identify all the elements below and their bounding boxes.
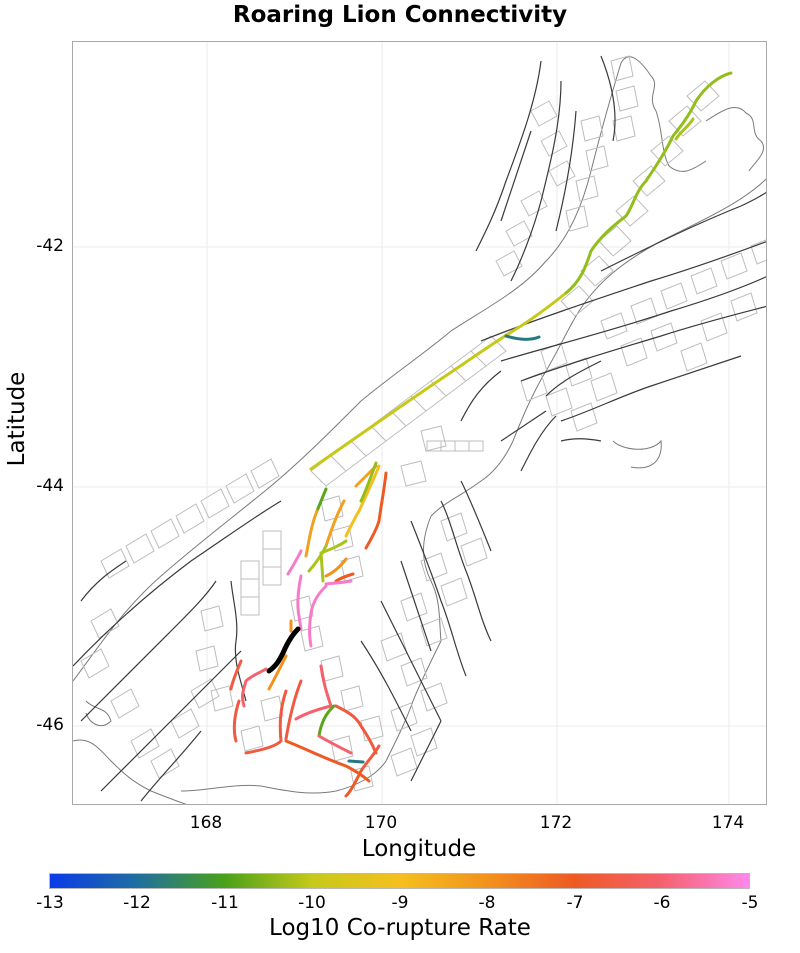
x-tick-label: 174: [711, 813, 745, 833]
colorbar-tick-label: -8: [478, 893, 496, 913]
fault-subsection-patches: [80, 55, 766, 792]
colorbar-tick-label: -12: [123, 893, 151, 913]
colorbar-tick-label: -5: [741, 893, 759, 913]
y-axis-label: Latitude: [4, 371, 30, 467]
colorbar-label: Log10 Co-rupture Rate: [269, 915, 531, 941]
x-tick-label: 168: [189, 813, 223, 833]
coastline: [73, 56, 766, 804]
colorbar-tick-label: -7: [566, 893, 584, 913]
x-axis-label: Longitude: [361, 836, 477, 862]
colorbar-tick-label: -9: [391, 893, 409, 913]
chart-title: Roaring Lion Connectivity: [232, 2, 568, 28]
x-tick-label: 170: [364, 813, 398, 833]
y-tick-label: -46: [36, 715, 64, 735]
colorbar-tick-label: -6: [653, 893, 671, 913]
co-rupture-faults: [229, 71, 733, 798]
colorbar-tick-label: -10: [298, 893, 326, 913]
map-plot-area: [72, 41, 767, 805]
colorbar-tick-label: -13: [36, 893, 64, 913]
y-tick-label: -42: [36, 236, 64, 256]
y-tick-label: -44: [36, 476, 64, 496]
fault-traces: [73, 55, 766, 802]
colorbar-tick-label: -11: [211, 893, 239, 913]
x-tick-label: 172: [539, 813, 573, 833]
fault-map: [73, 42, 766, 804]
gridlines: [73, 42, 766, 804]
colorbar: [49, 873, 750, 889]
